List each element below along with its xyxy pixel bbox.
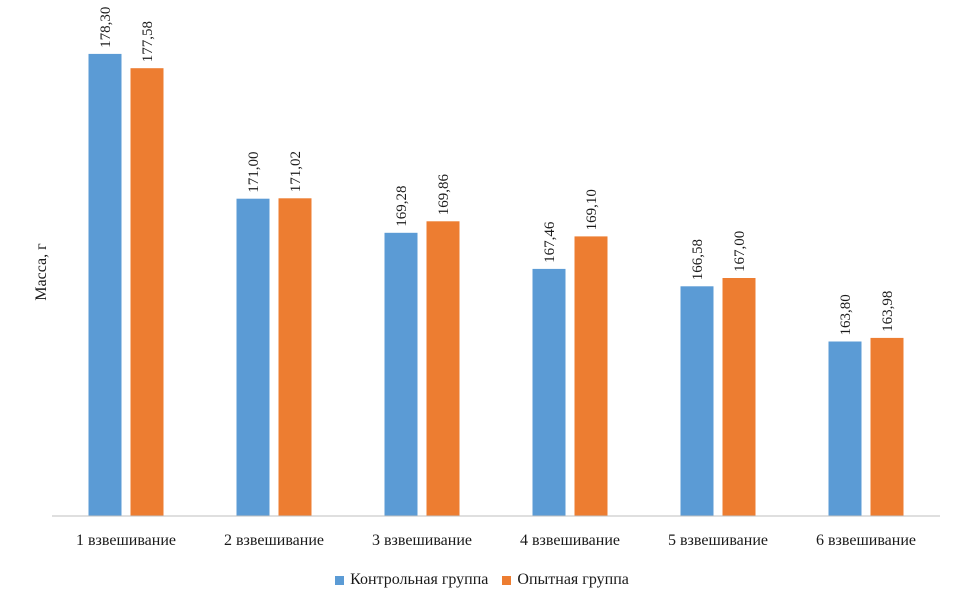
value-label-experimental-5: 167,00 — [732, 231, 748, 272]
x-tick-label-5: 5 взвешивание — [668, 532, 768, 549]
legend-swatch-experimental — [502, 575, 512, 585]
bar-control-2 — [236, 198, 270, 516]
legend-item-experimental: Опытная группа — [502, 571, 629, 589]
value-label-experimental-6: 163,98 — [880, 291, 896, 332]
bar-control-3 — [384, 232, 418, 517]
value-label-experimental-3: 169,86 — [436, 174, 452, 216]
legend-label-control: Контрольная группа — [350, 571, 489, 588]
value-label-experimental-4: 169,10 — [584, 189, 600, 230]
value-label-control-6: 163,80 — [838, 294, 854, 335]
bar-experimental-4 — [574, 236, 608, 516]
bar-experimental-5 — [722, 278, 756, 516]
x-tick-label-1: 1 взвешивание — [76, 532, 176, 549]
value-label-control-4: 167,46 — [542, 221, 558, 263]
value-labels-group: 178,30 177,58 171,00 171,02 169,28 169,86 167,… — [98, 7, 896, 336]
y-axis-label: Масса, г — [33, 243, 50, 301]
x-tick-label-3: 3 взвешивание — [372, 532, 472, 549]
bar-experimental-2 — [278, 198, 312, 517]
bar-control-5 — [680, 286, 714, 516]
bar-experimental-1 — [130, 68, 164, 516]
bar-experimental-6 — [870, 337, 904, 516]
legend-label-experimental: Опытная группа — [517, 571, 629, 588]
legend-swatch-control — [335, 575, 345, 585]
bar-control-1 — [88, 53, 122, 517]
value-label-control-5: 166,58 — [690, 239, 706, 280]
x-tick-label-4: 4 взвешивание — [520, 532, 620, 549]
value-label-experimental-1: 177,58 — [140, 21, 156, 62]
bars-group — [88, 53, 904, 517]
x-tick-label-6: 6 взвешивание — [816, 532, 916, 549]
legend-item-control: Контрольная группа — [335, 571, 488, 589]
legend: Контрольная группа Опытная группа — [0, 568, 964, 592]
bar-control-6 — [828, 341, 862, 516]
value-label-control-3: 169,28 — [394, 186, 410, 227]
value-label-experimental-2: 171,02 — [288, 151, 304, 192]
value-label-control-1: 178,30 — [98, 7, 114, 48]
x-tick-labels-group: 1 взвешивание 2 взвешивание 3 взвешивание 4… — [76, 532, 916, 549]
bar-control-4 — [532, 268, 566, 516]
x-tick-label-2: 2 взвешивание — [224, 532, 324, 549]
bar-experimental-3 — [426, 221, 460, 517]
value-label-control-2: 171,00 — [246, 151, 262, 192]
